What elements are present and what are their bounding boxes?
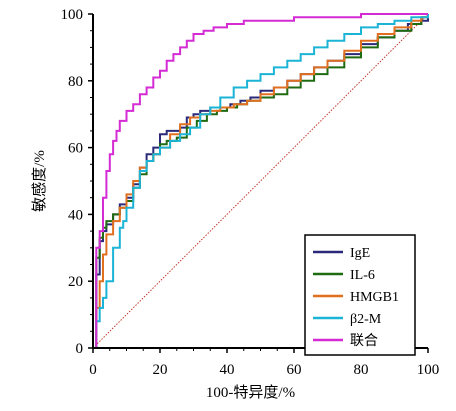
legend-label-1: IL-6 <box>350 268 375 283</box>
reference-line-layer <box>92 13 429 349</box>
legend-label-2: HMGB1 <box>350 290 399 305</box>
legend-label-0: IgE <box>350 246 370 261</box>
x-tick-label: 40 <box>220 362 235 378</box>
y-tick-label: 0 <box>76 341 84 357</box>
x-tick-label: 20 <box>153 362 168 378</box>
y-tick-label: 100 <box>61 7 84 23</box>
y-tick-label: 20 <box>68 274 83 290</box>
x-axis-title: 100-特异度/% <box>206 384 295 401</box>
y-axis-title: 敏感度/% <box>31 150 48 212</box>
series-line-3 <box>93 14 429 349</box>
reference-diagonal-line <box>92 13 429 349</box>
x-tick-label: 80 <box>354 362 369 378</box>
series-line-4 <box>93 13 428 349</box>
y-tick-label: 80 <box>68 74 83 90</box>
x-tick-label: 100 <box>417 362 440 378</box>
legend: IgE IL-6 HMGB1 β2-M 联合 <box>304 234 416 356</box>
legend-label-4: 联合 <box>350 333 378 349</box>
series-layer <box>93 13 429 349</box>
legend-label-3: β2-M <box>350 312 382 327</box>
x-tick-label: 60 <box>287 362 302 378</box>
x-tick-label: 0 <box>89 362 97 378</box>
ticks-layer: 0 20 40 60 80 100 0 20 40 60 80 100 <box>61 7 440 378</box>
y-tick-label: 60 <box>68 141 83 157</box>
y-tick-label: 40 <box>68 207 83 223</box>
